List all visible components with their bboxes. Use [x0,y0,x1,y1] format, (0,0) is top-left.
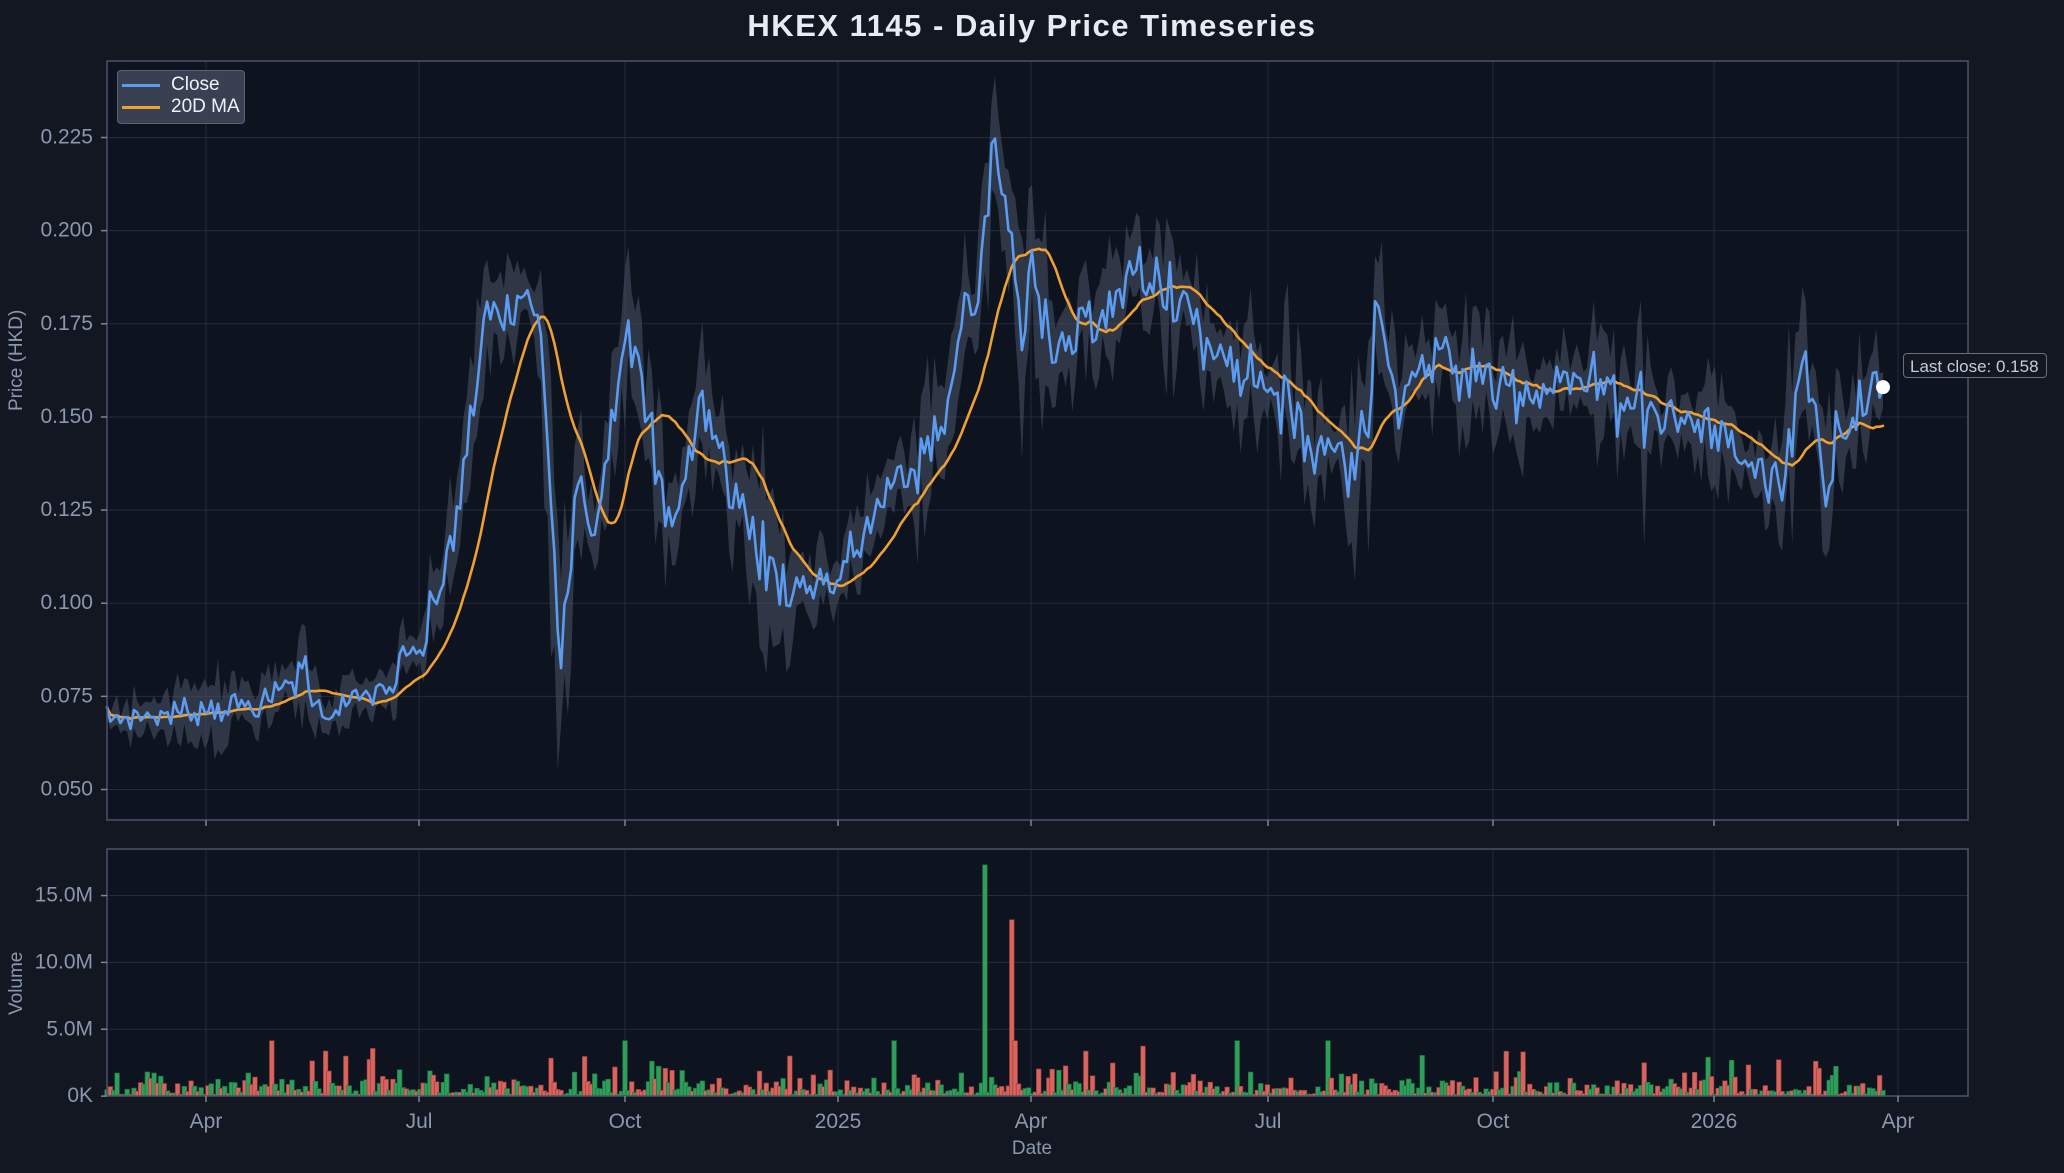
svg-text:15.0M: 15.0M [35,884,93,907]
svg-text:Apr: Apr [1882,1110,1915,1133]
svg-text:Oct: Oct [609,1110,642,1133]
svg-text:0K: 0K [67,1084,93,1107]
svg-text:0.175: 0.175 [40,312,93,335]
svg-text:Apr: Apr [190,1110,223,1133]
svg-text:Jul: Jul [406,1110,433,1133]
svg-text:0.200: 0.200 [40,219,93,242]
svg-text:Jul: Jul [1255,1110,1282,1133]
svg-text:Oct: Oct [1477,1110,1510,1133]
svg-text:2026: 2026 [1691,1110,1738,1133]
svg-text:0.150: 0.150 [40,405,93,428]
svg-text:10.0M: 10.0M [35,950,93,973]
svg-text:0.225: 0.225 [40,126,93,149]
svg-text:0.050: 0.050 [40,778,93,801]
svg-text:0.125: 0.125 [40,498,93,521]
svg-text:5.0M: 5.0M [46,1017,93,1040]
svg-text:Apr: Apr [1015,1110,1048,1133]
svg-text:2025: 2025 [815,1110,862,1133]
svg-text:0.100: 0.100 [40,591,93,614]
svg-text:0.075: 0.075 [40,684,93,707]
